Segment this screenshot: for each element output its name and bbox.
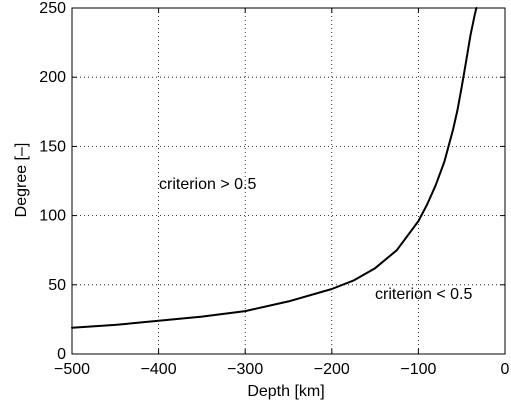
y-tick-label: 150 — [39, 138, 66, 155]
plot-frame — [71, 7, 506, 355]
grid — [72, 8, 505, 354]
x-tick-label: −300 — [227, 361, 263, 378]
y-axis-label: Degree [–] — [13, 143, 30, 218]
y-tick-labels: 0 50 100 150 200 250 — [39, 0, 66, 363]
y-tick-label: 0 — [57, 346, 66, 363]
x-tick-label: 0 — [501, 361, 510, 378]
ticks — [71, 7, 506, 355]
x-tick-label: −400 — [141, 361, 177, 378]
y-tick-label: 50 — [48, 277, 66, 294]
curve-layer — [71, 7, 478, 329]
annotation-criterion-below: criterion < 0.5 — [375, 286, 472, 303]
annotation-criterion-above: criterion > 0.5 — [159, 176, 256, 193]
y-tick-label: 200 — [39, 69, 66, 86]
y-tick-label: 100 — [39, 208, 66, 225]
x-tick-labels: −500 −400 −300 −200 −100 0 — [54, 361, 510, 378]
y-tick-label: 250 — [39, 0, 66, 17]
x-tick-label: −500 — [54, 361, 90, 378]
degree-curve — [71, 7, 478, 329]
x-tick-label: −200 — [314, 361, 350, 378]
x-tick-label: −100 — [400, 361, 436, 378]
x-axis-label: Depth [km] — [247, 383, 324, 400]
